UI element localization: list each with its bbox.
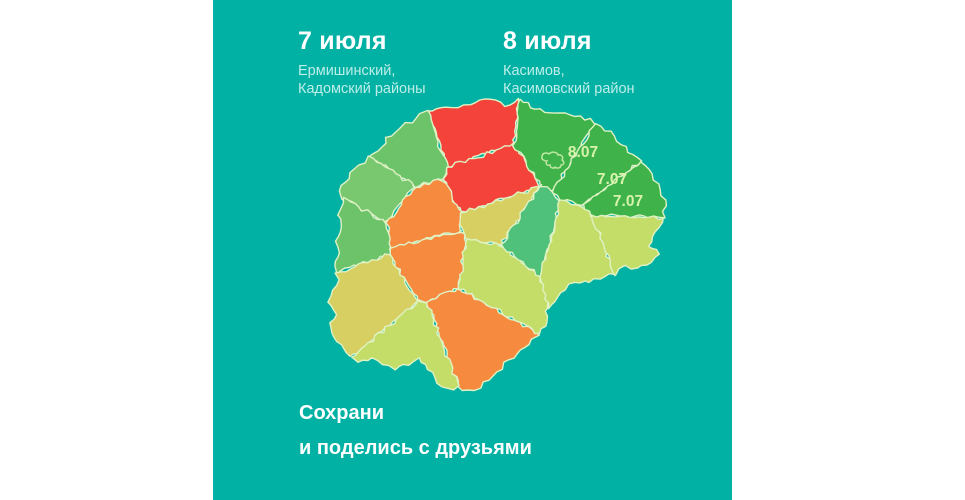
svg-text:7.07: 7.07: [597, 171, 627, 188]
svg-text:7.07: 7.07: [613, 193, 643, 210]
svg-text:8.07: 8.07: [568, 144, 598, 161]
